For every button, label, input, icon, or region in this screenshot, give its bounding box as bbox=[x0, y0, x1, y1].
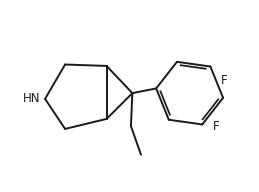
Text: HN: HN bbox=[23, 92, 40, 105]
Text: F: F bbox=[221, 74, 228, 87]
Text: F: F bbox=[213, 120, 220, 133]
